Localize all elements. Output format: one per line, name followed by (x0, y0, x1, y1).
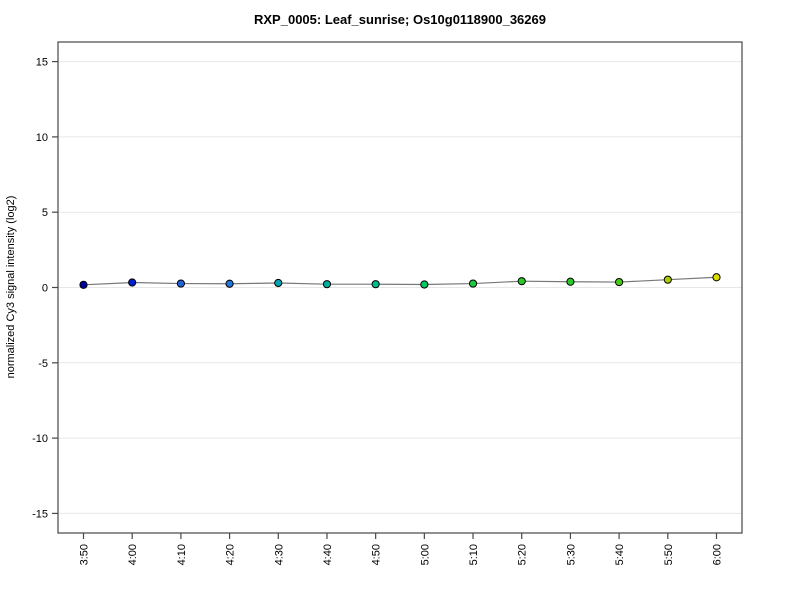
y-tick-label: -5 (38, 358, 48, 370)
y-tick-label: 0 (42, 283, 48, 295)
x-tick-label: 6:00 (712, 544, 724, 565)
y-tick-label: 10 (36, 132, 48, 144)
x-tick-label: 3:50 (79, 544, 91, 565)
chart-title: RXP_0005: Leaf_sunrise; Os10g0118900_362… (254, 12, 546, 27)
x-tick-label: 5:30 (565, 544, 577, 565)
data-point (712, 273, 721, 282)
data-point (371, 280, 380, 289)
x-tick-label: 4:40 (322, 544, 334, 565)
y-tick-label: -10 (32, 433, 48, 445)
x-tick-label: 5:50 (663, 544, 675, 565)
data-point (79, 280, 88, 289)
x-tick-label: 4:00 (127, 544, 139, 565)
x-tick-label: 4:30 (273, 544, 285, 565)
data-point (468, 279, 478, 288)
data-point (322, 280, 332, 289)
x-tick-label: 4:50 (371, 544, 383, 565)
x-tick-label: 4:20 (225, 544, 237, 565)
x-tick-label: 5:10 (468, 544, 480, 565)
y-tick-label: 15 (36, 57, 48, 69)
x-tick-label: 5:20 (517, 544, 529, 565)
series-line (83, 276, 717, 286)
data-point (663, 275, 672, 284)
data-point (225, 279, 234, 288)
data-point (420, 280, 429, 289)
x-tick-label: 5:40 (614, 544, 626, 565)
x-tick-label: 4:10 (176, 544, 188, 565)
x-tick-label: 5:00 (419, 544, 431, 565)
y-tick-label: 5 (42, 207, 48, 219)
data-point (176, 279, 185, 288)
data-point (615, 277, 624, 287)
data-point (566, 277, 575, 286)
data-point (517, 277, 526, 286)
data-point (128, 278, 137, 287)
y-tick-label: -15 (32, 508, 48, 520)
data-point (274, 278, 283, 288)
